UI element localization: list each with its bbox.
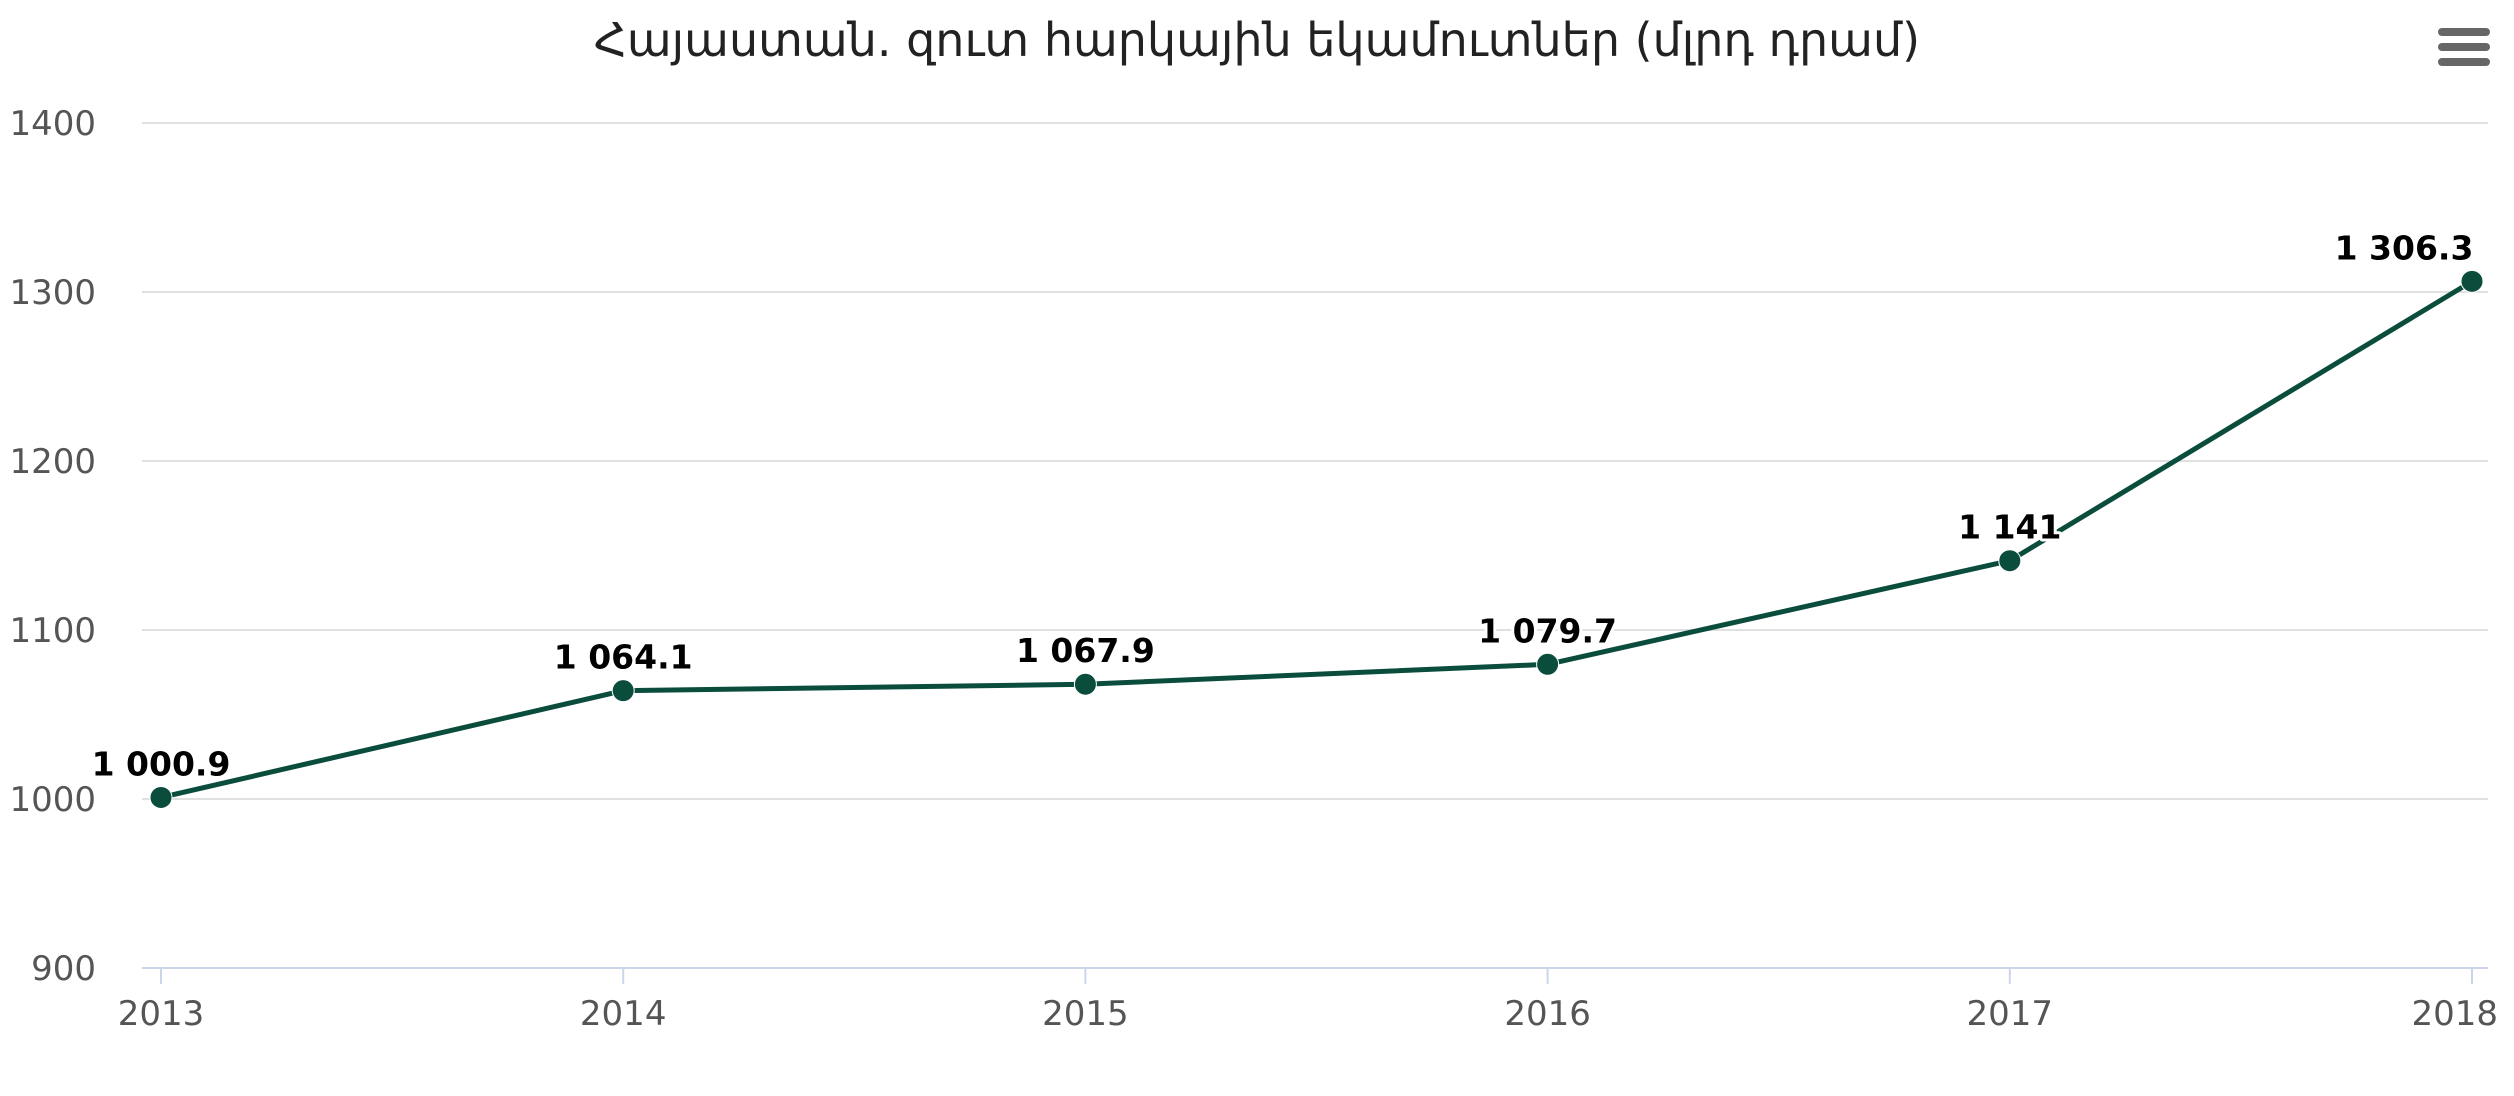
data-point[interactable] bbox=[611, 679, 635, 703]
x-tick-label: 2014 bbox=[580, 994, 667, 1034]
data-point[interactable] bbox=[2460, 269, 2484, 293]
data-label: 1 067.9 bbox=[1016, 631, 1155, 670]
data-label: 1 141 bbox=[1958, 508, 2061, 547]
data-point[interactable] bbox=[1998, 549, 2022, 573]
x-tick-label: 2016 bbox=[1504, 994, 1591, 1034]
x-tick-label: 2017 bbox=[1967, 994, 2054, 1034]
chart-title: Հայաստան. զուտ հարկային եկամուտներ (մլրդ… bbox=[594, 13, 1920, 67]
y-tick-label: 1200 bbox=[9, 442, 96, 482]
chart-menu-button[interactable] bbox=[2438, 28, 2490, 66]
y-tick-label: 1100 bbox=[9, 611, 96, 651]
y-tick-label: 1400 bbox=[9, 104, 96, 144]
data-point[interactable] bbox=[1073, 672, 1097, 696]
y-tick-label: 1300 bbox=[9, 273, 96, 313]
data-label: 1 079.7 bbox=[1478, 611, 1617, 650]
data-labels: 1 000.9 1 064.1 1 067.9 1 079.7 1 141 1 306.3 bbox=[89, 225, 2477, 786]
hamburger-menu-icon[interactable] bbox=[2438, 28, 2490, 66]
data-label: 1 306.3 bbox=[2335, 228, 2474, 267]
x-tick-label: 2013 bbox=[118, 994, 205, 1034]
data-point[interactable] bbox=[149, 785, 173, 809]
x-tick-label: 2015 bbox=[1042, 994, 1129, 1034]
series-line bbox=[158, 278, 2475, 800]
grid-lines bbox=[142, 122, 2488, 800]
x-axis bbox=[142, 967, 2488, 984]
x-tick-label: 2018 bbox=[2411, 994, 2498, 1034]
y-axis-labels: 900 1000 1100 1200 1300 1400 bbox=[9, 104, 96, 989]
x-axis-labels: 2013 2014 2015 2016 2017 2018 bbox=[118, 994, 2498, 1034]
data-point[interactable] bbox=[1536, 652, 1560, 676]
series bbox=[149, 269, 2484, 809]
y-tick-label: 900 bbox=[31, 949, 96, 989]
data-label: 1 000.9 bbox=[92, 744, 231, 783]
data-label: 1 064.1 bbox=[554, 638, 693, 677]
y-tick-label: 1000 bbox=[9, 780, 96, 820]
